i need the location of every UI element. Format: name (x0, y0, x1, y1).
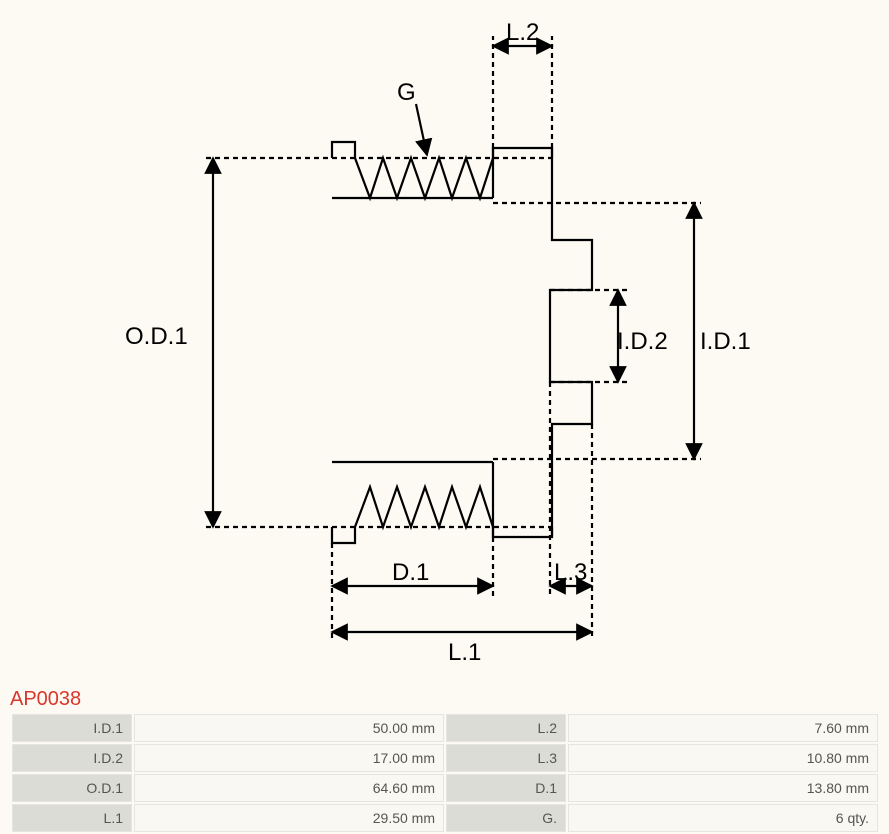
dim-label-g: G (397, 79, 416, 106)
part-number: AP0038 (10, 688, 81, 711)
table-row: L.1 29.50 mm G. 6 qty. (12, 804, 878, 832)
dim-label-d1: D.1 (392, 559, 429, 586)
dim-label-id1: I.D.1 (700, 328, 751, 355)
spec-value: 7.60 mm (568, 714, 878, 742)
spec-value: 13.80 mm (568, 774, 878, 802)
spec-value: 17.00 mm (134, 744, 444, 772)
table-row: I.D.1 50.00 mm L.2 7.60 mm (12, 714, 878, 742)
spec-key: O.D.1 (12, 774, 132, 802)
spec-key: D.1 (446, 774, 566, 802)
spec-key: L.2 (446, 714, 566, 742)
dim-label-l2: L.2 (506, 19, 539, 46)
spec-value: 10.80 mm (568, 744, 878, 772)
specifications-table: I.D.1 50.00 mm L.2 7.60 mm I.D.2 17.00 m… (10, 712, 880, 834)
dim-label-l1: L.1 (448, 639, 481, 666)
spec-key: L.1 (12, 804, 132, 832)
dim-label-l3: L.3 (554, 559, 587, 586)
spec-key: I.D.1 (12, 714, 132, 742)
spec-value: 64.60 mm (134, 774, 444, 802)
table-row: I.D.2 17.00 mm L.3 10.80 mm (12, 744, 878, 772)
dim-label-id2: I.D.2 (617, 328, 668, 355)
spec-value: 50.00 mm (134, 714, 444, 742)
spec-key: G. (446, 804, 566, 832)
spec-key: L.3 (446, 744, 566, 772)
dim-label-od1: O.D.1 (125, 323, 188, 350)
spec-value: 29.50 mm (134, 804, 444, 832)
spec-value: 6 qty. (568, 804, 878, 832)
spec-key: I.D.2 (12, 744, 132, 772)
technical-diagram: O.D.1 G L.2 I.D.2 I.D.1 D.1 L.3 L.1 (0, 0, 889, 680)
table-row: O.D.1 64.60 mm D.1 13.80 mm (12, 774, 878, 802)
